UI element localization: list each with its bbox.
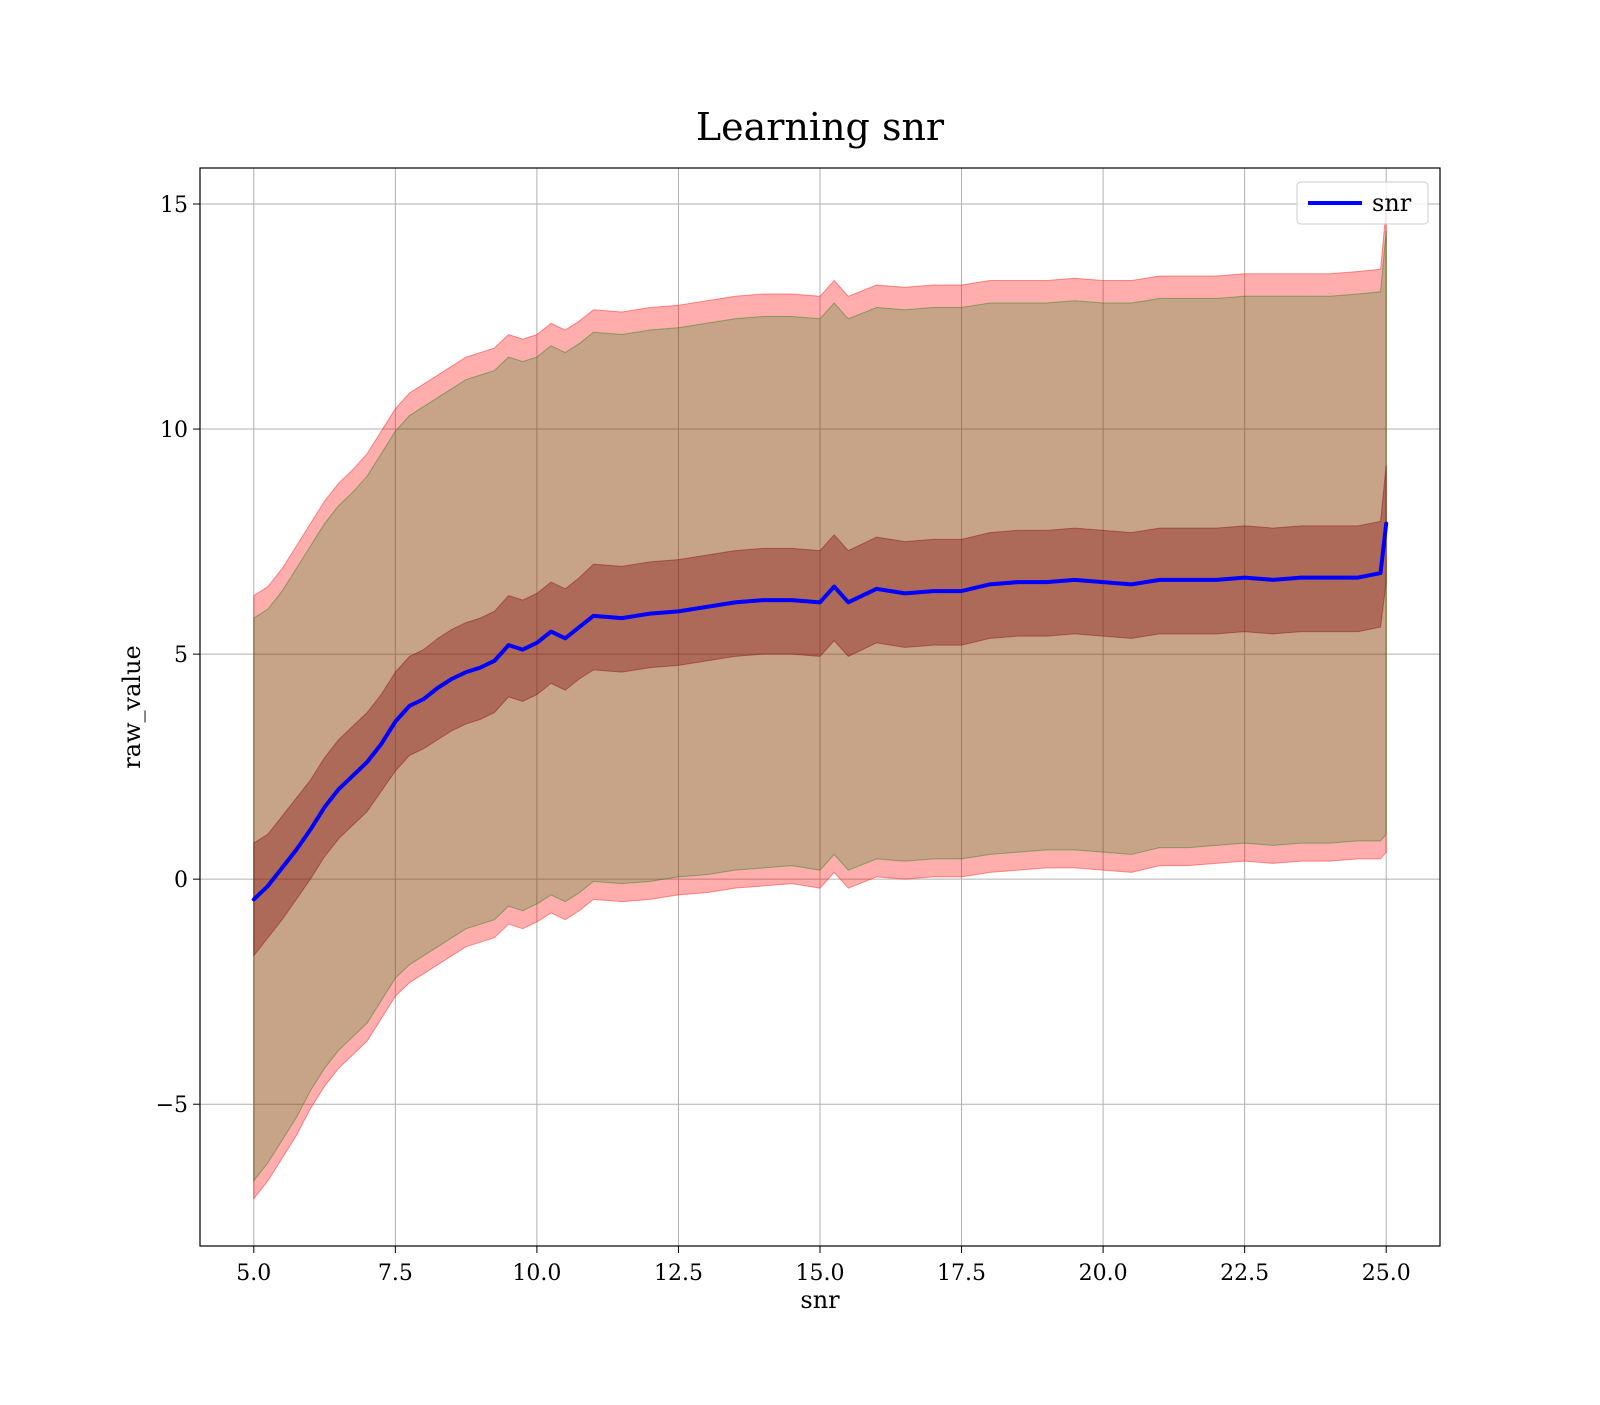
x-tick-label: 10.0: [512, 1261, 561, 1286]
chart-title: Learning snr: [696, 105, 945, 149]
bands: [253, 208, 1387, 1201]
x-tick-label: 17.5: [937, 1261, 986, 1286]
x-tick-label: 12.5: [654, 1261, 703, 1286]
legend-box: [1296, 181, 1429, 225]
x-tick-label: 22.5: [1220, 1261, 1269, 1286]
series-lines: [251, 521, 1389, 902]
x-tick-label: 7.5: [378, 1261, 413, 1286]
series-line-snr: [251, 521, 1389, 902]
x-tick-label: 15.0: [796, 1261, 845, 1286]
y-tick-label: 0: [174, 868, 188, 893]
band-two-std: [253, 230, 1387, 1183]
x-tick-label: 25.0: [1362, 1261, 1411, 1286]
y-axis-label: raw_value: [118, 645, 146, 769]
x-tick-label: 5.0: [236, 1261, 271, 1286]
x-axis-ticks: 5.0 7.5 10.0 12.5 15.0 17.5 20.0 22.5 25.0: [236, 1246, 1411, 1286]
y-tick-label: 15: [160, 193, 188, 218]
x-axis-label: snr: [800, 1286, 840, 1314]
y-axis-ticks: −5 0 5 10 15: [156, 193, 200, 1118]
grid: [200, 168, 1440, 1246]
legend-label: snr: [1372, 189, 1412, 217]
y-tick-label: 10: [160, 418, 188, 443]
y-tick-label: −5: [156, 1093, 188, 1118]
legend: snr: [1296, 181, 1429, 225]
band-min-max: [253, 208, 1387, 1201]
y-tick-label: 5: [174, 643, 188, 668]
x-tick-label: 20.0: [1079, 1261, 1128, 1286]
band-one-std: [253, 465, 1387, 958]
